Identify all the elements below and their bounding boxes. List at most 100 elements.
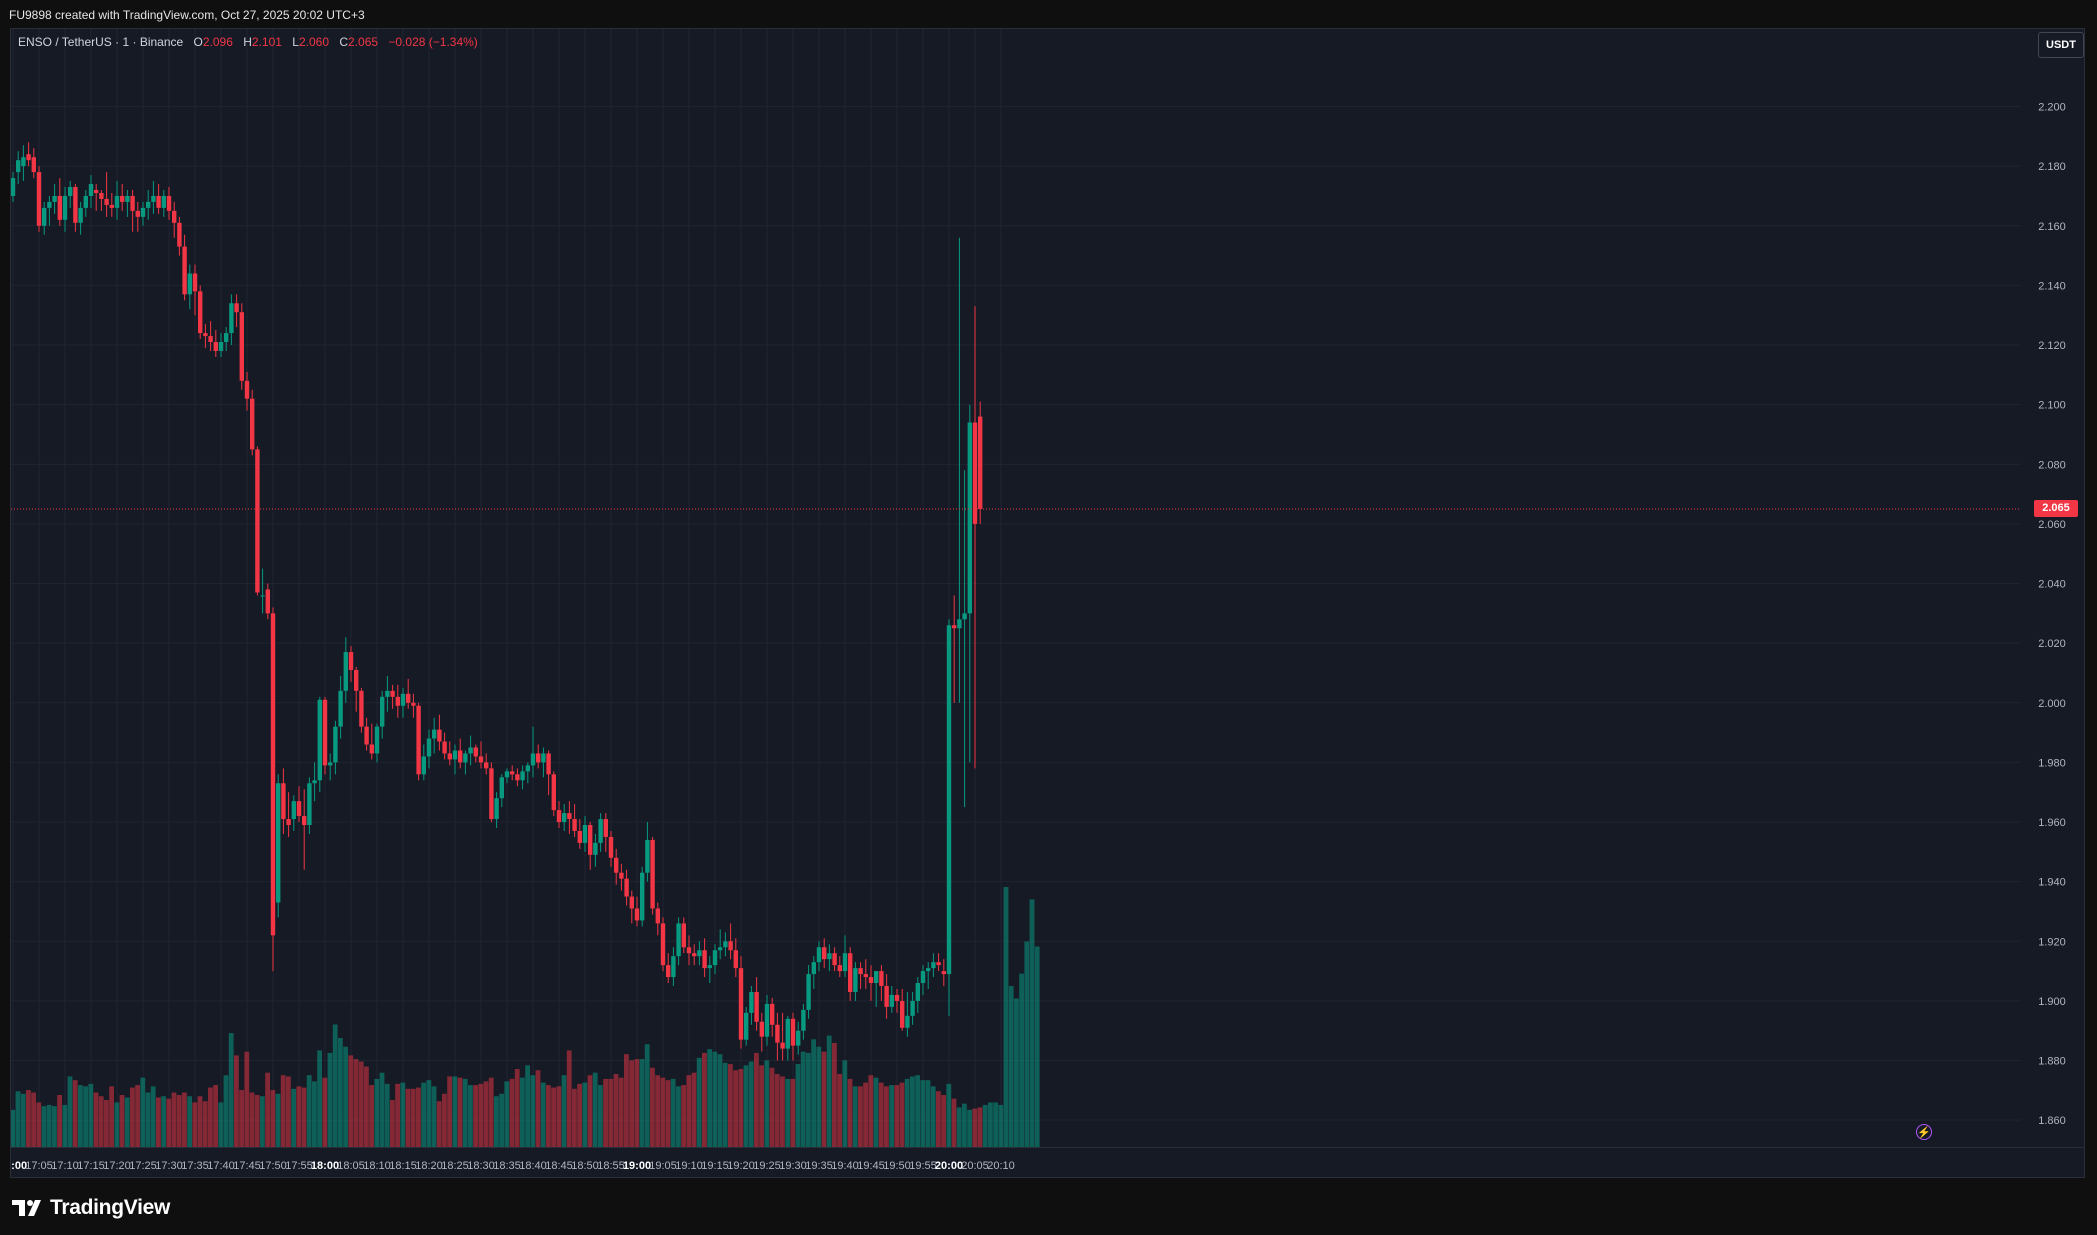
volume-bar <box>592 1072 598 1147</box>
candle-body <box>36 172 42 226</box>
volume-bar <box>982 1104 988 1147</box>
candle-body <box>78 207 83 223</box>
candle-body <box>374 726 380 754</box>
time-tick-label: 19:55 <box>909 1160 937 1172</box>
candle-body <box>83 195 88 208</box>
candle-body <box>286 819 291 826</box>
candle-body <box>666 965 671 978</box>
volume-bar <box>270 1090 276 1147</box>
volume-bar <box>249 1092 255 1147</box>
candle-body <box>338 690 343 727</box>
volume-bar <box>920 1080 926 1147</box>
candle-body <box>125 195 130 202</box>
candle-body <box>244 380 250 399</box>
candle-body <box>806 974 811 1010</box>
candle-body <box>62 195 68 220</box>
candle-body <box>458 750 463 763</box>
volume-bar <box>301 1087 307 1147</box>
volume-bar <box>691 1072 697 1147</box>
price-tick-label: 2.060 <box>2038 519 2066 531</box>
volume-bar <box>634 1059 640 1147</box>
volume-bar <box>499 1093 504 1147</box>
candle-body <box>99 192 104 199</box>
candle-body <box>562 813 567 823</box>
candle-body <box>57 195 62 220</box>
volume-bar <box>613 1073 619 1147</box>
volume-bar <box>410 1088 416 1147</box>
chart-panel[interactable]: 1.860 1.880 1.900 1.920 1.940 1.960 1.980 2.000… <box>10 28 2085 1178</box>
candle-body <box>68 187 73 196</box>
volume-bar <box>852 1086 858 1147</box>
candle-body <box>489 768 494 820</box>
volume-bar <box>11 1109 16 1147</box>
volume-bar <box>400 1082 406 1147</box>
volume-bar <box>577 1083 582 1147</box>
candle-body <box>11 178 16 196</box>
volume-bar <box>93 1092 99 1147</box>
candle-body <box>556 810 562 823</box>
volume-bar <box>83 1086 88 1147</box>
close-label: C <box>339 35 349 49</box>
symbol-title[interactable]: ENSO / TetherUS · 1 · Binance <box>18 35 184 49</box>
time-tick-label: 18:50 <box>571 1160 599 1172</box>
volume-bar <box>696 1057 702 1147</box>
volume-bar <box>733 1070 738 1147</box>
currency-unit-button[interactable]: USDT <box>2038 32 2084 58</box>
volume-bar <box>384 1083 390 1147</box>
volume-bar <box>442 1093 447 1147</box>
candle-body <box>536 753 541 763</box>
volume-bar <box>26 1090 31 1147</box>
candle-body <box>88 184 94 196</box>
volume-bar <box>421 1082 426 1147</box>
last-price-label: 2.065 <box>2034 499 2078 517</box>
volume-bar <box>551 1087 556 1147</box>
volume-bar <box>535 1070 541 1147</box>
candle-body <box>322 699 328 766</box>
volume-bar <box>962 1103 967 1147</box>
candle-body <box>16 160 21 173</box>
candle-body <box>640 872 645 921</box>
volume-bar <box>182 1092 187 1147</box>
time-tick-label: 19:00 <box>623 1160 651 1172</box>
volume-bar <box>837 1073 842 1147</box>
volume-bar <box>322 1077 328 1147</box>
candle-body <box>801 1009 806 1031</box>
candle-body <box>151 195 156 202</box>
volume-bar <box>218 1102 224 1147</box>
candle-body <box>874 971 879 984</box>
volume-bar <box>738 1069 744 1147</box>
volume-bar <box>655 1075 660 1147</box>
volume-bar <box>20 1093 26 1147</box>
volume-bar <box>754 1052 759 1147</box>
volume-bar <box>104 1099 109 1147</box>
candle-body <box>848 953 853 992</box>
candle-body <box>239 312 244 381</box>
volume-bar <box>639 1059 645 1147</box>
volume-bar <box>530 1075 536 1147</box>
lightning-icon[interactable]: ⚡ <box>1916 1124 1932 1140</box>
volume-bar <box>327 1052 333 1147</box>
candle-body <box>692 953 697 957</box>
volume-bar <box>618 1077 624 1147</box>
volume-bar <box>722 1062 728 1147</box>
candle-body <box>369 744 374 754</box>
candle-body <box>941 971 946 975</box>
volume-bar <box>800 1051 806 1147</box>
symbol-legend: ENSO / TetherUS · 1 · Binance O2.096 H2.… <box>18 35 478 49</box>
candle-body <box>978 416 983 509</box>
volume-bar <box>62 1104 68 1147</box>
volume-bar <box>265 1072 270 1147</box>
brand-name: TradingView <box>50 1196 171 1219</box>
time-tick-label: 20:00 <box>935 1160 963 1172</box>
volume-bar <box>587 1075 593 1147</box>
price-chart[interactable]: 1.860 1.880 1.900 1.920 1.940 1.960 1.980 2.000… <box>11 29 2084 1177</box>
time-tick-label: 18:45 <box>545 1160 573 1172</box>
candle-body <box>463 753 468 763</box>
volume-bar <box>514 1069 520 1147</box>
candle-body <box>437 729 442 742</box>
volume-bar <box>457 1077 463 1147</box>
time-tick-label: 18:15 <box>389 1160 417 1172</box>
candle-body <box>629 896 634 909</box>
candle-body <box>608 836 614 858</box>
candle-body <box>224 333 229 343</box>
